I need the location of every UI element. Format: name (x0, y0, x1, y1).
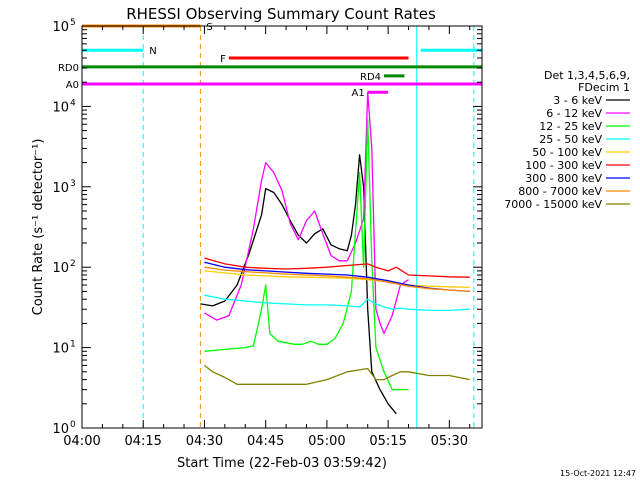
series-line-1 (204, 91, 409, 335)
series-line-2 (204, 118, 409, 391)
plot-frame (81, 25, 483, 429)
legend-label-0: 3 - 6 keV (553, 94, 602, 107)
series-line-0 (200, 154, 397, 415)
series-line-3 (204, 294, 470, 312)
y-tick-label-base-1: 10 (52, 342, 69, 357)
flag-label-1: N (149, 46, 156, 57)
y-tick-label-base-4: 10 (52, 100, 69, 115)
x-tick-label-6: 05:30 (431, 434, 468, 449)
plot-area: S N F RD0 RD4 A0 A1 (58, 22, 482, 428)
flag-label-3: F (220, 54, 226, 65)
y-tick-label-base-5: 10 (52, 20, 69, 35)
flag-label-7: A1 (352, 88, 365, 99)
y-tick-label-base-3: 10 (52, 181, 69, 196)
y-tick-label-exp-2: 2 (70, 259, 76, 269)
series-line-4 (204, 270, 470, 289)
y-tick-label-exp-3: 3 (70, 179, 76, 189)
x-tick-label-1: 04:15 (124, 434, 161, 449)
y-tick-label-base-0: 10 (52, 422, 69, 437)
x-axis-label: Start Time (22-Feb-03 03:59:42) (177, 456, 387, 471)
flag-label-6: A0 (66, 80, 79, 91)
x-tick-label-0: 04:00 (63, 434, 100, 449)
flag-label-0: S (206, 22, 212, 33)
series-line-8 (204, 364, 470, 385)
footer-date: 15-Oct-2021 12:47 (560, 469, 636, 478)
flag-label-5: RD4 (360, 72, 381, 83)
series-line-5 (204, 257, 470, 278)
legend-label-6: 300 - 800 keV (525, 172, 602, 185)
legend-header-0: Det 1,3,4,5,6,9, (544, 69, 630, 82)
x-tick-label-3: 04:45 (247, 434, 284, 449)
series-line-7 (204, 266, 470, 293)
legend-label-5: 100 - 300 keV (525, 159, 602, 172)
legend-label-7: 800 - 7000 keV (518, 185, 602, 198)
legend-label-4: 50 - 100 keV (532, 146, 602, 159)
flag-label-4: RD0 (58, 63, 79, 74)
x-tick-label-4: 05:00 (308, 434, 345, 449)
legend-label-1: 6 - 12 keV (546, 107, 602, 120)
y-tick-label-base-2: 10 (52, 261, 69, 276)
chart-title: RHESSI Observing Summary Count Rates (126, 5, 436, 23)
y-axis-label: Count Rate (s⁻¹ detector⁻¹) (31, 139, 46, 316)
legend-label-2: 12 - 25 keV (539, 120, 602, 133)
series-line-6 (204, 261, 470, 293)
y-tick-label-exp-0: 0 (70, 420, 76, 430)
legend-label-3: 25 - 50 keV (539, 133, 602, 146)
y-tick-label-exp-4: 4 (70, 98, 76, 108)
legend-header-1: FDecim 1 (578, 81, 630, 94)
x-tick-label-5: 05:15 (369, 434, 406, 449)
x-tick-label-2: 04:30 (186, 434, 223, 449)
y-tick-label-exp-5: 5 (70, 18, 76, 28)
legend-label-8: 7000 - 15000 keV (504, 198, 602, 211)
y-tick-label-exp-1: 1 (70, 340, 76, 350)
